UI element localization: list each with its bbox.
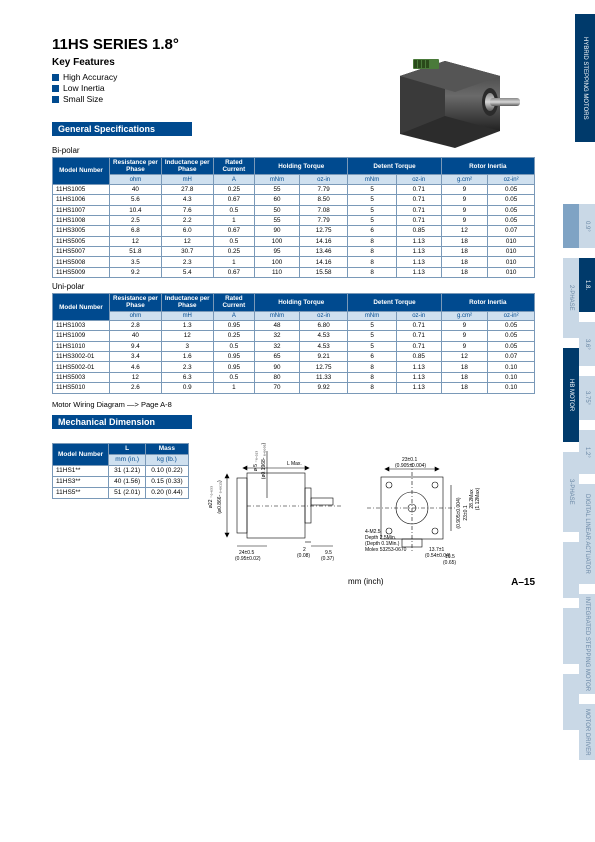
bullet-icon [52, 85, 59, 92]
side-tab: 1.2° [579, 430, 595, 474]
bipolar-table: Model NumberResistance per PhaseInductan… [52, 157, 535, 278]
side-tab: 2-PHASE [563, 258, 579, 338]
svg-text:(1.12Max): (1.12Max) [475, 487, 481, 510]
unipolar-table: Model NumberResistance per PhaseInductan… [52, 293, 535, 393]
svg-text:Molex 53253‑0670: Molex 53253‑0670 [365, 547, 407, 553]
feature-text: Small Size [63, 94, 103, 104]
section-mech: Mechanical Dimension [52, 409, 535, 435]
side-tab: 3-PHASE [563, 452, 579, 532]
page: 11HS SERIES 1.8° Key Features High Accur… [0, 0, 595, 606]
mech-drawing: ø22 ₋₀.₀₃₃ (ø0.866‑ ₀.₀₀₁₃) ø 5 ₋₀.₀₁₃ (… [197, 443, 535, 586]
section-mech-heading: Mechanical Dimension [52, 415, 192, 429]
motor-image [375, 46, 535, 156]
side-tab [563, 542, 579, 598]
side-tab [563, 674, 579, 730]
page-number: A–15 [511, 577, 535, 588]
bullet-icon [52, 96, 59, 103]
unipolar-title: Uni-polar [52, 282, 535, 291]
drawing-unit-label: mm (inch) [197, 577, 535, 586]
side-tabs: HYBRID STEPPING MOTORS 0.9° 1.8.2-PHASE3.6… [559, 0, 595, 842]
dimension-table: Model NumberLMassmm (in.)kg (lb.)11HS1**… [52, 443, 189, 499]
drawing-svg: ø22 ₋₀.₀₃₃ (ø0.866‑ ₀.₀₀₁₃) ø 5 ₋₀.₀₁₃ (… [197, 443, 487, 573]
side-tab: HB MOTOR [563, 348, 579, 442]
section-specs-heading: General Specifications [52, 122, 192, 136]
svg-text:L Max.: L Max. [287, 461, 302, 467]
svg-text:ø22 ₋₀.₀₃₃: ø22 ₋₀.₀₃₃ [208, 485, 214, 507]
svg-text:(0.905±0.004): (0.905±0.004) [395, 463, 426, 469]
side-tab: 1.8. [579, 258, 595, 312]
wiring-note: Motor Wiring Diagram —> Page A-8 [52, 400, 535, 409]
svg-text:(0.905±0.004): (0.905±0.004) [456, 497, 462, 528]
side-tab: HYBRID STEPPING MOTORS [575, 14, 595, 142]
svg-text:(0.65): (0.65) [443, 560, 456, 566]
feature-text: High Accuracy [63, 72, 117, 82]
svg-text:(0.37): (0.37) [321, 556, 334, 562]
side-tab: INTEGRATED STEPPING MOTOR [579, 594, 595, 694]
side-tab: DIGITAL LINEAR ACTUATOR [579, 484, 595, 584]
side-tab: 0.9° [579, 204, 595, 248]
side-tab [563, 204, 579, 248]
svg-text:(ø0.1968‑ ₀.₀₀₀₅): (ø0.1968‑ ₀.₀₀₀₅) [261, 443, 267, 479]
side-tab: 3.75° [579, 376, 595, 420]
svg-text:(ø0.866‑ ₀.₀₀₁₃): (ø0.866‑ ₀.₀₀₁₃) [217, 480, 223, 514]
side-tab: MOTOR DRIVER [579, 704, 595, 760]
side-tab: 3.6° [579, 322, 595, 366]
svg-text:(0.08): (0.08) [297, 553, 310, 559]
feature-text: Low Inertia [63, 83, 105, 93]
svg-text:(0.95±0.02): (0.95±0.02) [235, 556, 261, 562]
side-tab [563, 608, 579, 664]
bullet-icon [52, 74, 59, 81]
mech-row: Model NumberLMassmm (in.)kg (lb.)11HS1**… [52, 443, 535, 586]
